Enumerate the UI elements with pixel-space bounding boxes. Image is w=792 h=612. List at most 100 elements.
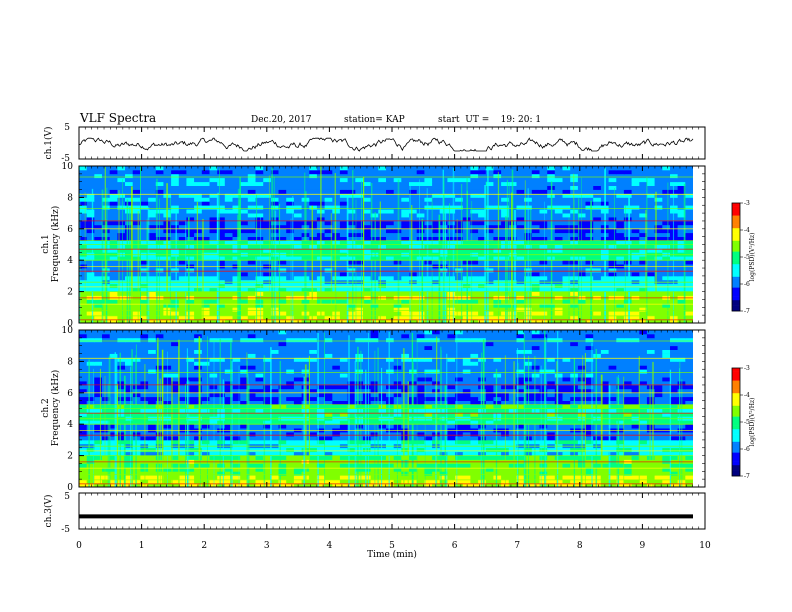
spectrogram-cell bbox=[539, 169, 548, 175]
spectrogram-cell bbox=[639, 224, 648, 230]
spectrogram-cell bbox=[562, 467, 571, 472]
spectrogram-cell bbox=[194, 260, 203, 265]
spectrogram-cell bbox=[447, 467, 456, 472]
spectrogram-cell bbox=[485, 447, 494, 453]
spectrogram-cell bbox=[493, 228, 502, 234]
spectrogram-cell bbox=[263, 420, 272, 425]
spectrogram-cell bbox=[178, 181, 187, 186]
spectrogram-cell bbox=[424, 205, 433, 210]
spectrogram-cell bbox=[623, 303, 632, 308]
spectrogram-cell bbox=[309, 228, 318, 234]
spectrogram-cell bbox=[493, 272, 502, 277]
spectrogram-cell bbox=[631, 455, 640, 460]
spectrogram-cell bbox=[247, 287, 256, 292]
spectrogram-cell bbox=[539, 463, 548, 468]
spectrogram-cell bbox=[178, 240, 187, 245]
spectrogram-cell bbox=[201, 177, 210, 183]
spectrogram-cell bbox=[171, 236, 180, 241]
spectrogram-cell bbox=[324, 197, 333, 202]
spectrogram-cell bbox=[447, 275, 456, 281]
spectrogram-cell bbox=[485, 311, 494, 316]
spectrogram-cell bbox=[631, 220, 640, 226]
spectrogram-cell bbox=[662, 455, 671, 460]
spectrogram-cell bbox=[608, 197, 617, 202]
spectrogram-cell bbox=[155, 311, 164, 316]
spectrogram-cell bbox=[539, 220, 548, 226]
spectrogram-cell bbox=[186, 424, 195, 429]
spectrogram-cell bbox=[178, 451, 187, 456]
spectrogram-cell bbox=[409, 166, 418, 171]
spectrogram-cell bbox=[79, 232, 88, 237]
spectrogram-cell bbox=[531, 185, 540, 190]
spectrogram-cell bbox=[201, 256, 210, 261]
spectrogram-cell bbox=[209, 189, 218, 194]
spectrogram-cell bbox=[224, 287, 233, 292]
spectrogram-cell bbox=[232, 272, 241, 277]
spectrogram-cell bbox=[478, 240, 487, 245]
spectrogram-cell bbox=[247, 311, 256, 316]
spectrogram-cell bbox=[378, 432, 387, 437]
spectrogram-cell bbox=[94, 220, 103, 226]
spectrogram-cell bbox=[639, 483, 648, 488]
spectrogram-cell bbox=[501, 185, 510, 190]
spectrogram-cell bbox=[677, 244, 686, 249]
colorbar-segment bbox=[732, 212, 740, 215]
spectrogram-cell bbox=[470, 479, 479, 484]
spectrogram-cell bbox=[501, 209, 510, 214]
spectrogram-cell bbox=[416, 463, 425, 468]
spectrogram-cell bbox=[531, 260, 540, 265]
spectrogram-cell bbox=[125, 177, 134, 183]
spectrogram-cell bbox=[102, 471, 111, 476]
spectrogram-cell bbox=[217, 197, 226, 202]
spectrogram-cell bbox=[309, 181, 318, 186]
spectrogram-cell bbox=[677, 248, 686, 253]
spectrogram-cell bbox=[531, 205, 540, 210]
spectrogram-cell bbox=[554, 455, 563, 460]
spectrogram-cell bbox=[309, 287, 318, 292]
spectrogram-cell bbox=[255, 303, 264, 308]
spectrogram-cell bbox=[539, 224, 548, 230]
spectrogram-cell bbox=[278, 260, 287, 265]
spectrogram-cell bbox=[140, 201, 149, 206]
spectrogram-cell bbox=[339, 185, 348, 190]
spectrogram-cell bbox=[455, 311, 464, 316]
spectrogram-cell bbox=[324, 228, 333, 234]
spectrogram-cell bbox=[378, 455, 387, 460]
spectrogram-cell bbox=[455, 319, 464, 324]
spectrogram-cell bbox=[209, 420, 218, 425]
spectrogram-cell bbox=[409, 213, 418, 218]
spectrogram-cell bbox=[409, 315, 418, 320]
spectrogram-cell bbox=[531, 432, 540, 437]
spectrogram-cell bbox=[539, 244, 548, 249]
spectrogram-cell bbox=[263, 244, 272, 249]
spectrogram-cell bbox=[670, 185, 679, 190]
spectrogram-cell bbox=[332, 412, 341, 417]
spectrogram-cell bbox=[593, 475, 602, 480]
spectrogram-cell bbox=[539, 256, 548, 261]
spectrogram-cell bbox=[386, 185, 395, 190]
spectrogram-cell bbox=[186, 291, 195, 296]
spectrogram-cell bbox=[562, 420, 571, 425]
spectrogram-cell bbox=[286, 315, 295, 320]
spectrogram-cell bbox=[309, 412, 318, 417]
spectrogram-cell bbox=[194, 287, 203, 292]
spectrogram-cell bbox=[539, 185, 548, 190]
spectrogram-cell bbox=[255, 467, 264, 472]
spectrogram-cell bbox=[140, 228, 149, 234]
spectrogram-cell bbox=[255, 420, 264, 425]
spectrogram-cell bbox=[217, 173, 226, 179]
spectrogram-cell bbox=[608, 311, 617, 316]
spectrogram-cell bbox=[685, 299, 694, 304]
spectrogram-cell bbox=[79, 307, 88, 312]
spectrogram-cell bbox=[255, 439, 264, 445]
spectrogram-cell bbox=[600, 439, 609, 445]
spectrogram-cell bbox=[370, 197, 379, 202]
spectrogram-cell bbox=[501, 311, 510, 316]
spectrogram-cell bbox=[531, 244, 540, 249]
spectrogram-cell bbox=[209, 205, 218, 210]
spectrogram-cell bbox=[117, 412, 126, 417]
spectrogram-cell bbox=[355, 475, 364, 480]
spectrogram-cell bbox=[401, 248, 410, 253]
spectrogram-cell bbox=[363, 467, 372, 472]
spectrogram-cell bbox=[255, 432, 264, 437]
